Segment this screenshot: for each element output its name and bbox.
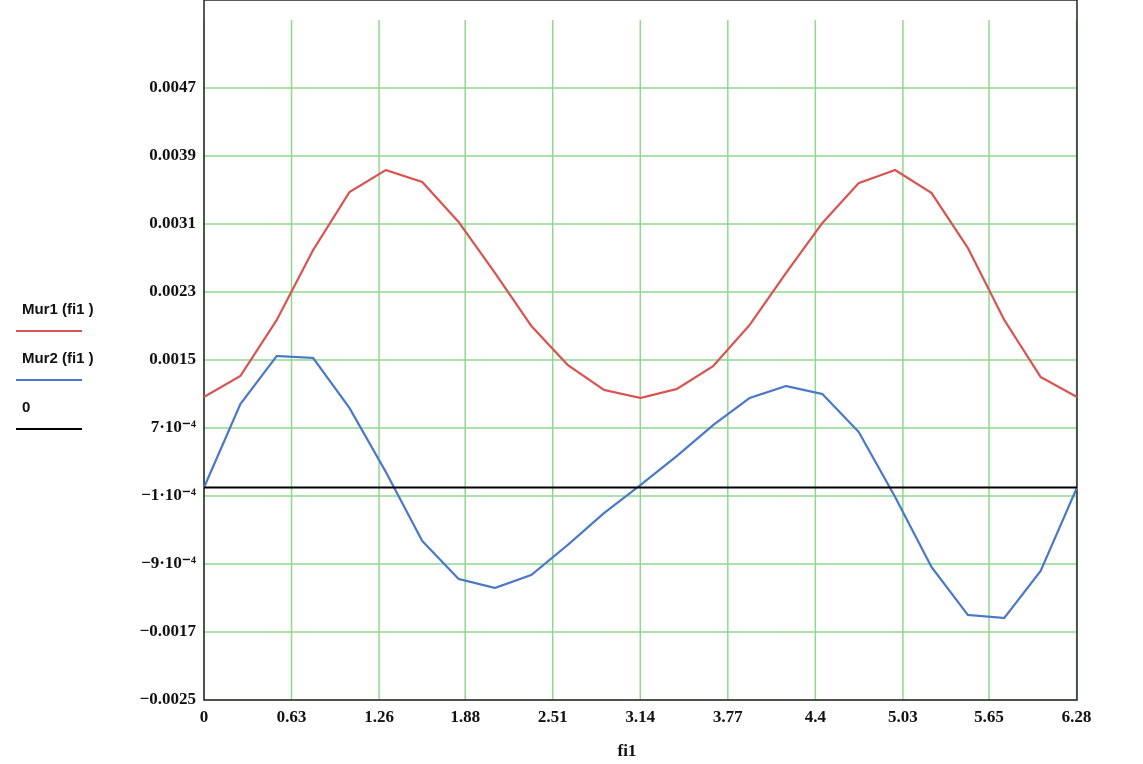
x-tick-label: 3.77	[713, 707, 743, 726]
legend-label: 0	[22, 399, 30, 416]
series-line	[203, 168, 1078, 400]
x-tick-label: 3.14	[625, 707, 655, 726]
plot-frame	[203, 0, 1078, 701]
y-tick-label: −0.0017	[140, 621, 197, 640]
x-tick-label: 6.28	[1062, 707, 1092, 726]
x-tick-label: 2.51	[538, 707, 568, 726]
x-tick-label: 1.88	[450, 707, 480, 726]
legend-label: Mur2 (fi1 )	[22, 350, 94, 367]
y-tick-label: 0.0031	[149, 213, 196, 232]
y-tick-label: 0.0039	[149, 145, 196, 164]
y-tick-label: −9·10⁻⁴	[141, 553, 196, 572]
legend-label: Mur1 (fi1 )	[22, 301, 94, 318]
y-tick-label: −0.0025	[140, 689, 196, 708]
x-tick-label: 5.03	[888, 707, 918, 726]
x-tick-label: 4.4	[805, 707, 827, 726]
x-tick-label: 5.65	[974, 707, 1004, 726]
y-tick-label: −1·10⁻⁴	[141, 485, 196, 504]
x-axis-label: fi1	[618, 741, 637, 759]
y-tick-label: 7·10⁻⁴	[151, 417, 196, 436]
series-line	[202, 354, 1079, 620]
x-tick-label: 1.26	[364, 707, 394, 726]
x-tick-label: 0	[200, 707, 209, 726]
y-tick-label: 0.0047	[149, 77, 196, 96]
y-tick-label: 0.0015	[149, 349, 196, 368]
x-tick-label: 0.63	[277, 707, 307, 726]
y-tick-label: 0.0023	[149, 281, 196, 300]
